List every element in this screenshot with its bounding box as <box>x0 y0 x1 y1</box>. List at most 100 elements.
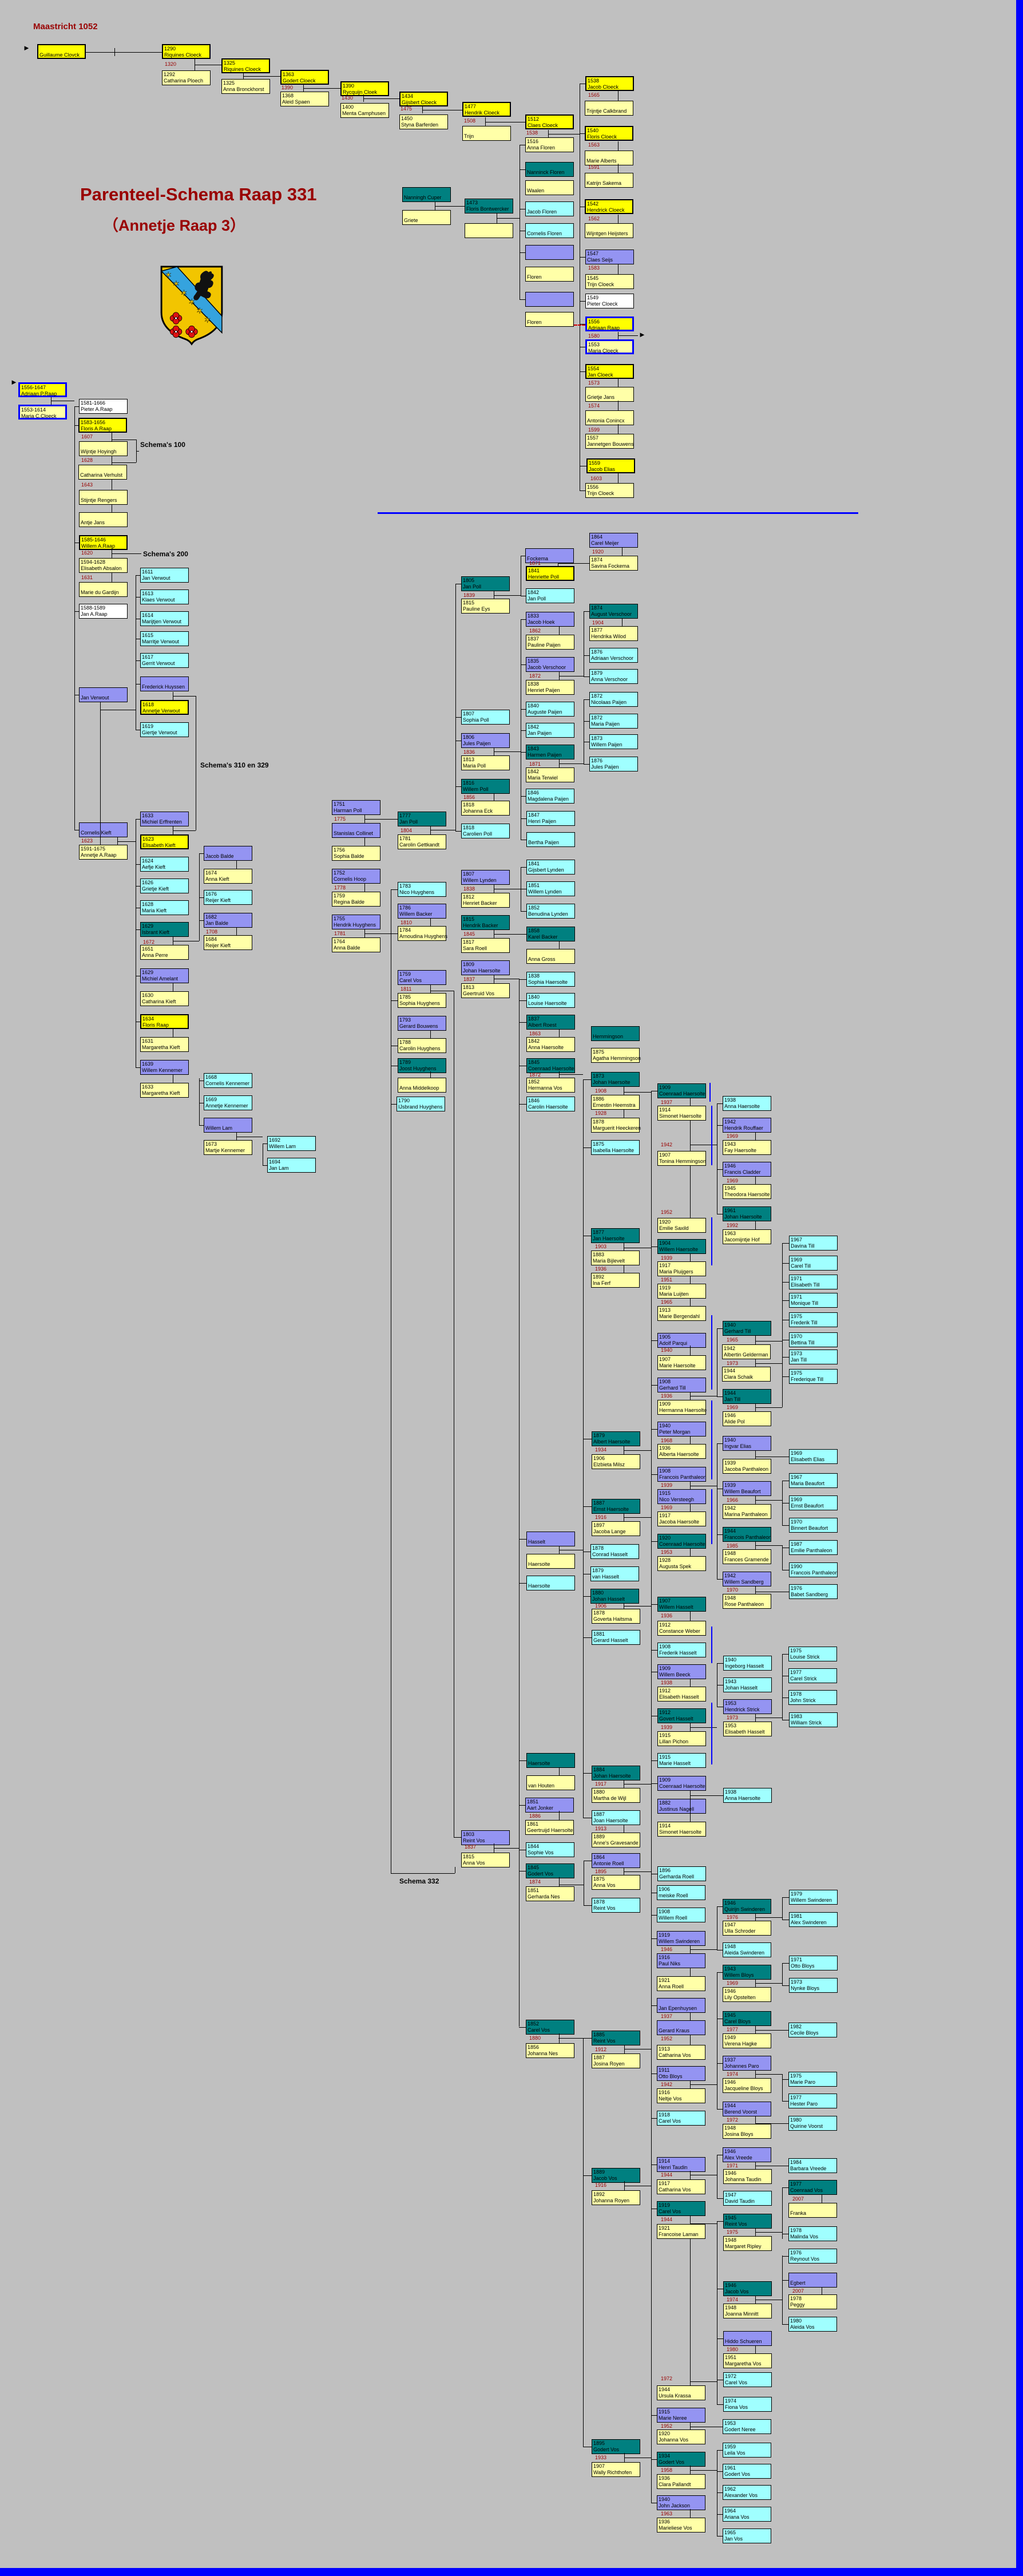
person-box[interactable]: 1987 Emilie Panthaleon <box>789 1540 838 1555</box>
person-box[interactable]: 1837 Pauline Paijen <box>526 635 574 650</box>
person-box[interactable]: 1969 Ernst Beaufort <box>789 1495 838 1510</box>
person-box[interactable]: 1878 Marguerit Heeckeren <box>591 1118 641 1133</box>
person-box[interactable]: Stanislas Collinet <box>332 823 380 838</box>
person-box[interactable]: 1556-1647 Adriaan P.Raap <box>18 382 67 397</box>
person-box[interactable]: Antonia Conincx <box>585 410 634 425</box>
person-box[interactable]: Frederick Huyssen <box>140 676 189 691</box>
person-box[interactable]: 1879 Albert Haersolte <box>592 1431 640 1446</box>
person-box[interactable]: 1946 Lily Opstelten <box>723 1987 771 2002</box>
person-box[interactable]: 1633 Margaretha Kieft <box>140 1083 189 1098</box>
person-box[interactable]: Jacob Floren <box>525 201 574 216</box>
person-box[interactable]: Wijntje Hoyingh <box>79 441 128 456</box>
person-box[interactable]: 1682 Jan Balde <box>204 913 252 928</box>
person-box[interactable]: 1897 Jacoba Lange <box>592 1521 640 1536</box>
person-box[interactable]: 1976 Reynout Vos <box>788 2249 837 2264</box>
person-box[interactable]: Waalen <box>525 180 574 195</box>
person-box[interactable]: 1939 Willem Beaufort <box>723 1481 771 1496</box>
person-box[interactable]: 1585-1646 Willem A.Raap <box>79 535 128 550</box>
person-box[interactable]: 1946 Francis Cladder <box>723 1162 771 1177</box>
person-box[interactable]: 1639 Willem Kennemer <box>140 1060 189 1075</box>
person-box[interactable]: 1818 Carolien Poll <box>461 824 510 838</box>
person-box[interactable]: 1538 Jacob Cloeck <box>585 76 634 91</box>
person-box[interactable]: 1805 Jan Poll <box>461 576 510 591</box>
person-box[interactable]: 1591-1675 Annetje A.Raap <box>79 845 128 860</box>
person-box[interactable]: 1872 Maria Paijen <box>589 714 638 729</box>
person-box[interactable]: 1878 Conrad Hasselt <box>590 1544 639 1559</box>
person-box[interactable]: Trijntje Calkbrand <box>585 101 633 116</box>
person-box[interactable]: 1783 Nico Huyghens <box>398 882 446 897</box>
person-box[interactable]: 1614 Marijtjen Verwout <box>140 611 189 626</box>
person-box[interactable]: Marie Alberts <box>585 151 633 165</box>
person-box[interactable]: 1980 Quirine Voorst <box>788 2116 837 2131</box>
person-box[interactable]: Jan Epenhuysen <box>657 1998 705 2013</box>
person-box[interactable]: 1434 Gijsbert Cloeck <box>399 92 448 106</box>
person-box[interactable]: 1945 Theodora Haersolte <box>723 1184 771 1199</box>
person-box[interactable]: 1942 Hendrik Rouffaer <box>723 1118 771 1133</box>
person-box[interactable]: 1919 Willem Swinderen <box>657 1931 705 1946</box>
person-box[interactable]: 1634 Floris Raap <box>140 1014 189 1029</box>
person-box[interactable]: 1908 Frederik Hasselt <box>657 1643 706 1657</box>
person-box[interactable]: 1940 Ingvar Elias <box>723 1436 771 1451</box>
person-box[interactable]: 1907 Tonina Hemmingson <box>657 1151 706 1166</box>
person-box[interactable]: Trijn <box>462 126 511 141</box>
person-box[interactable]: 1938 Anna Haersolte <box>723 1788 772 1803</box>
person-box[interactable]: 1940 Peter Morgan <box>657 1422 706 1437</box>
person-box[interactable]: 1583-1656 Floris A.Raap <box>78 418 127 433</box>
person-box[interactable]: 1942 Willem Sandberg <box>723 1572 771 1586</box>
person-box[interactable]: 1908 Francois Panthaleon <box>657 1467 707 1482</box>
person-box[interactable]: 1844 Sophie Vos <box>526 1842 574 1857</box>
person-box[interactable]: 1919 Maria Luijten <box>657 1284 706 1299</box>
person-box[interactable]: 1946 Alex Vreede <box>723 2147 771 2162</box>
person-box[interactable]: 1889 Jacob Vos <box>592 2168 640 2183</box>
person-box[interactable]: 1978 John Strick <box>788 1690 837 1705</box>
person-box[interactable]: Franka <box>788 2203 837 2218</box>
person-box[interactable]: 1390 Rycquijn Cloek <box>340 81 389 96</box>
person-box[interactable]: 1861 Geertruijd Haersolte <box>525 1820 574 1835</box>
person-box[interactable]: 1914 Henri Taudin <box>657 2157 705 2172</box>
person-box[interactable]: 1945 Reint Vos <box>723 2214 772 2229</box>
person-box[interactable]: 1876 Adriaan Verschoor <box>589 648 638 663</box>
person-box[interactable]: 1934 Godert Vos <box>657 2452 705 2467</box>
person-box[interactable]: 1946 Jacqueline Bloys <box>723 2078 771 2093</box>
person-box[interactable]: 1947 David Taudin <box>723 2191 772 2206</box>
person-box[interactable]: 1915 Lillan Pichon <box>657 1731 706 1746</box>
person-box[interactable]: 1759 Carel Vos <box>398 970 446 985</box>
person-box[interactable]: 1909 Coenraad Haersolte <box>657 1083 706 1098</box>
person-box[interactable]: 1673 Martje Kennemer <box>204 1140 252 1155</box>
person-box[interactable]: 1970 Binnert Beaufort <box>789 1518 838 1533</box>
person-box[interactable]: 1921 Francoise Laman <box>657 2224 705 2239</box>
person-box[interactable]: 1842 Jan Paijen <box>526 723 574 738</box>
person-box[interactable]: 1874 Savina Fockema <box>589 556 638 571</box>
person-box[interactable]: 1547 Claes Seijs <box>585 250 634 264</box>
person-box[interactable]: 1813 Maria Poll <box>461 755 510 770</box>
person-box[interactable]: 1976 Babet Sandberg <box>789 1584 838 1599</box>
person-box[interactable]: 1946 Quirijn Swinderen <box>723 1899 771 1914</box>
person-box[interactable]: Haersolte <box>526 1554 575 1569</box>
person-box[interactable]: 1875 Anna Vos <box>592 1875 640 1890</box>
person-box[interactable]: 1631 Margaretha Kieft <box>140 1037 189 1052</box>
person-box[interactable]: 1615 Marritje Verwout <box>140 631 189 646</box>
person-box[interactable]: Hasselt <box>526 1532 575 1546</box>
person-box[interactable]: 1892 Johanna Royen <box>592 2190 640 2205</box>
person-box[interactable]: 1951 Margaretha Vos <box>723 2353 772 2368</box>
person-box[interactable]: 1942 Marina Panthaleon <box>723 1504 771 1519</box>
person-box[interactable]: 1948 Joanna Minnitt <box>723 2304 772 2318</box>
person-box[interactable]: 1874 August Verschoor <box>589 604 638 619</box>
person-box[interactable]: 1837 Albert Roest <box>526 1015 575 1030</box>
person-box[interactable]: 1913 Marie Bergendahl <box>657 1306 706 1321</box>
person-box[interactable]: 1835 Jacob Verschoor <box>526 657 574 672</box>
person-box[interactable]: 1450 Styna Barferden <box>399 114 448 129</box>
person-box[interactable] <box>465 223 513 238</box>
person-box[interactable]: 1841 Henriette Poll <box>526 566 574 581</box>
person-box[interactable]: 1858 Karel Backer <box>526 927 575 941</box>
person-box[interactable]: 1928 Augusta Spek <box>657 1556 706 1571</box>
person-box[interactable]: 1912 Govert Hasselt <box>657 1708 706 1723</box>
person-box[interactable]: 1807 Willem Lynden <box>461 870 510 885</box>
person-box[interactable]: 1908 Willem Roell <box>657 1908 705 1922</box>
person-box[interactable]: 1292 Catharina Ploech <box>162 70 211 85</box>
person-box[interactable]: 1876 Jules Paijen <box>589 757 638 771</box>
person-box[interactable]: 1909 Hermanna Haersolte <box>657 1400 707 1415</box>
person-box[interactable] <box>525 245 574 260</box>
person-box[interactable]: 1904 Willem Haersolte <box>657 1239 706 1254</box>
person-box[interactable]: 1633 Michiel Erffrenten <box>140 812 189 826</box>
